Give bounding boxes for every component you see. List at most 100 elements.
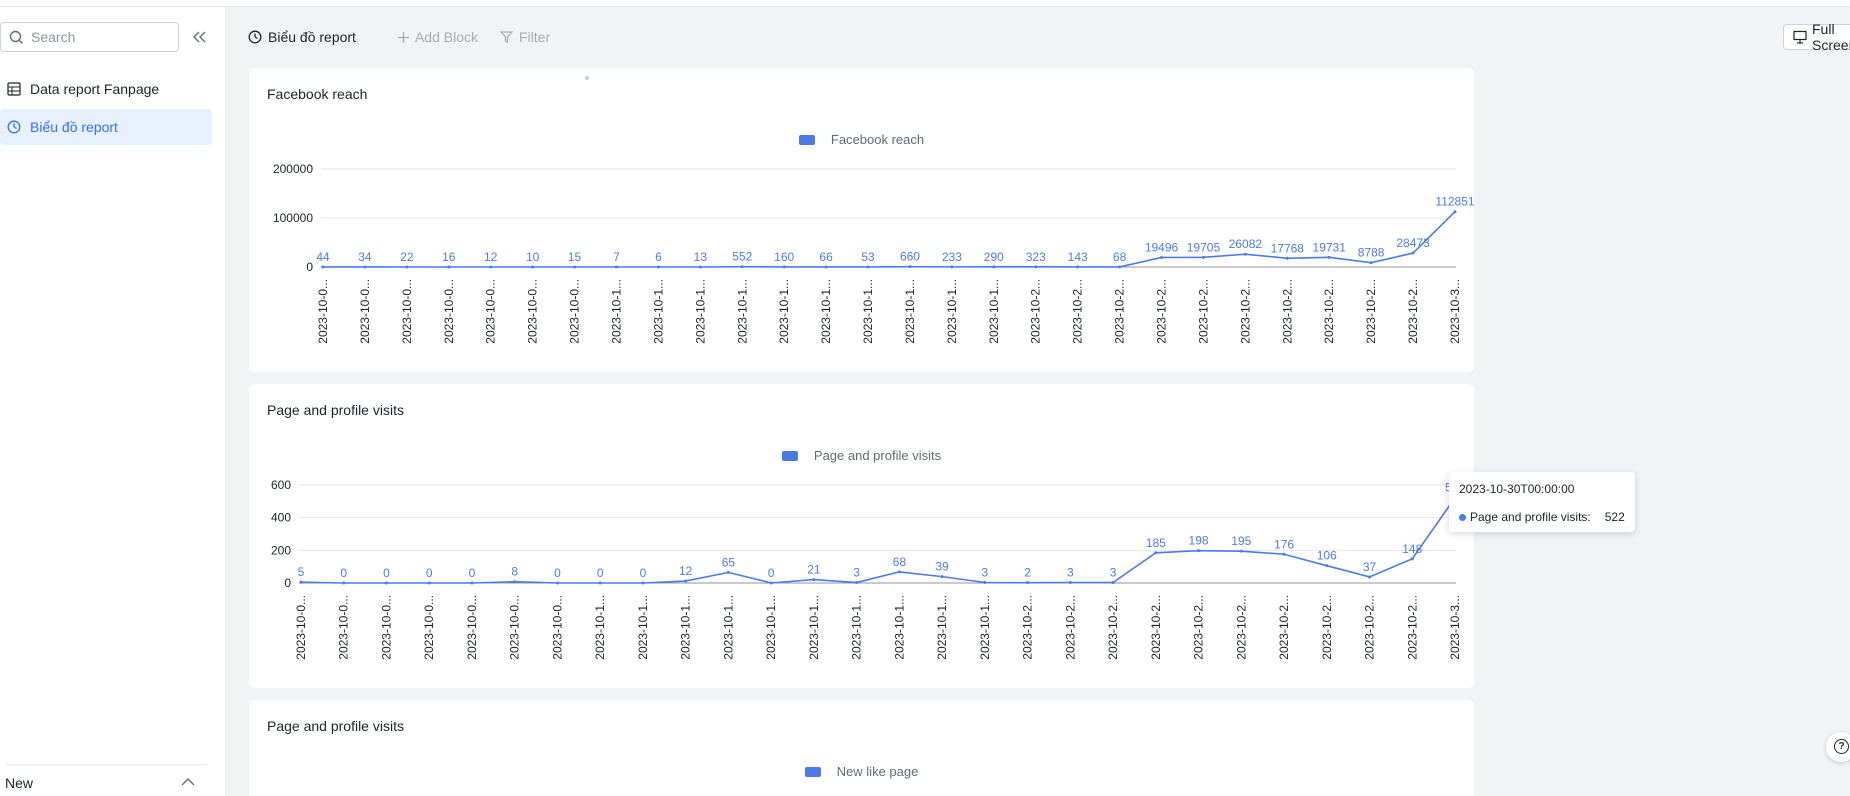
drag-handle[interactable]: [585, 76, 589, 80]
data-point[interactable]: [384, 581, 388, 585]
data-label: 0: [597, 566, 604, 580]
data-point[interactable]: [684, 579, 688, 583]
data-point[interactable]: [363, 265, 367, 269]
data-point[interactable]: [897, 570, 901, 574]
series-dot: [1459, 513, 1466, 521]
data-point[interactable]: [983, 581, 987, 585]
data-point[interactable]: [614, 265, 618, 269]
data-point[interactable]: [405, 265, 409, 269]
data-point[interactable]: [866, 265, 870, 269]
sidebar-item-bieu-do-report[interactable]: Biểu đồ report: [0, 109, 212, 145]
double-chevron-left-icon: [193, 31, 206, 43]
chart-legend[interactable]: New like page: [249, 764, 1474, 779]
full-screen-button[interactable]: Full Screen: [1783, 21, 1850, 53]
data-point[interactable]: [908, 265, 912, 269]
data-point[interactable]: [1197, 549, 1201, 553]
data-point[interactable]: [531, 265, 535, 269]
add-block-button[interactable]: Add Block: [397, 29, 478, 45]
data-point[interactable]: [1282, 552, 1286, 556]
x-tick-label: 2023-10-2...: [1071, 279, 1085, 344]
x-tick-label: 2023-10-0...: [379, 595, 393, 660]
data-point[interactable]: [656, 265, 660, 269]
data-point[interactable]: [299, 580, 303, 584]
x-tick-label: 2023-10-1...: [987, 279, 1001, 344]
x-tick-label: 2023-10-0...: [316, 279, 330, 344]
data-point[interactable]: [555, 581, 559, 585]
sidebar-item-data-report-fanpage[interactable]: Data report Fanpage: [0, 71, 212, 107]
x-tick-label: 2023-10-3...: [1448, 595, 1462, 660]
data-label: 15: [568, 250, 582, 264]
data-point[interactable]: [1325, 564, 1329, 568]
data-point[interactable]: [698, 265, 702, 269]
data-label: 8788: [1358, 246, 1385, 260]
collapse-sidebar-button[interactable]: [192, 30, 212, 48]
filter-button[interactable]: Filter: [500, 29, 550, 45]
data-label: 12: [484, 250, 498, 264]
x-tick-label: 2023-10-2...: [1106, 595, 1120, 660]
data-label: 0: [640, 566, 647, 580]
data-point[interactable]: [1076, 265, 1080, 269]
data-label: 0: [340, 566, 347, 580]
data-point[interactable]: [1026, 581, 1030, 585]
x-tick-label: 2023-10-2...: [1405, 595, 1419, 660]
data-point[interactable]: [940, 575, 944, 579]
data-point[interactable]: [1239, 549, 1243, 553]
chart-legend[interactable]: Page and profile visits: [249, 448, 1474, 463]
chevron-up-icon[interactable]: [181, 777, 195, 786]
data-point[interactable]: [1068, 581, 1072, 585]
data-point[interactable]: [321, 265, 325, 269]
data-point[interactable]: [1285, 256, 1289, 260]
line-chart[interactable]: 200000 100000 044 2023-10-0... 34 2023-10-0..…: [249, 68, 1474, 372]
data-point[interactable]: [470, 581, 474, 585]
data-point[interactable]: [769, 581, 773, 585]
data-point[interactable]: [824, 265, 828, 269]
data-point[interactable]: [641, 581, 645, 585]
y-tick-label: 0: [306, 260, 313, 274]
data-point[interactable]: [489, 265, 493, 269]
data-point[interactable]: [950, 265, 954, 269]
data-label: 185: [1146, 536, 1166, 550]
data-point[interactable]: [513, 580, 517, 584]
data-point[interactable]: [1118, 265, 1122, 269]
data-point[interactable]: [1154, 551, 1158, 555]
chart-legend[interactable]: Facebook reach: [249, 132, 1474, 147]
data-point[interactable]: [1453, 210, 1457, 214]
search-box[interactable]: [0, 22, 179, 52]
x-tick-label: 2023-10-0...: [550, 595, 564, 660]
data-label: 53: [861, 250, 875, 264]
tooltip-series: Page and profile visits:: [1470, 510, 1591, 524]
search-input[interactable]: [31, 27, 171, 47]
data-point[interactable]: [1369, 261, 1373, 265]
line-chart[interactable]: 600400200052023-10-0...02023-10-0...0202…: [249, 384, 1474, 688]
x-tick-label: 2023-10-2...: [1021, 595, 1035, 660]
data-point[interactable]: [1411, 251, 1415, 255]
data-point[interactable]: [855, 581, 859, 585]
data-point[interactable]: [1327, 255, 1331, 259]
data-point[interactable]: [427, 581, 431, 585]
data-point[interactable]: [782, 265, 786, 269]
data-point[interactable]: [1111, 581, 1115, 585]
data-point[interactable]: [1243, 252, 1247, 256]
data-point[interactable]: [1410, 557, 1414, 561]
x-tick-label: 2023-10-0...: [442, 279, 456, 344]
help-button[interactable]: ?: [1826, 732, 1850, 762]
data-point[interactable]: [1160, 255, 1164, 259]
data-point[interactable]: [1201, 255, 1205, 259]
data-point[interactable]: [812, 578, 816, 582]
data-point[interactable]: [447, 265, 451, 269]
chart-tooltip: 2023-10-30T00:00:00 Page and profile vis…: [1449, 472, 1635, 532]
data-point[interactable]: [1034, 265, 1038, 269]
data-point[interactable]: [1368, 575, 1372, 579]
data-label: 8: [511, 565, 518, 579]
x-tick-label: 2023-10-0...: [337, 595, 351, 660]
series-line: [300, 497, 1456, 584]
data-point[interactable]: [726, 570, 730, 574]
data-point[interactable]: [992, 265, 996, 269]
x-tick-label: 2023-10-1...: [892, 595, 906, 660]
data-point[interactable]: [342, 581, 346, 585]
x-tick-label: 2023-10-0...: [358, 279, 372, 344]
data-point[interactable]: [573, 265, 577, 269]
sidebar-footer[interactable]: New: [5, 764, 207, 791]
data-point[interactable]: [740, 265, 744, 269]
data-point[interactable]: [598, 581, 602, 585]
